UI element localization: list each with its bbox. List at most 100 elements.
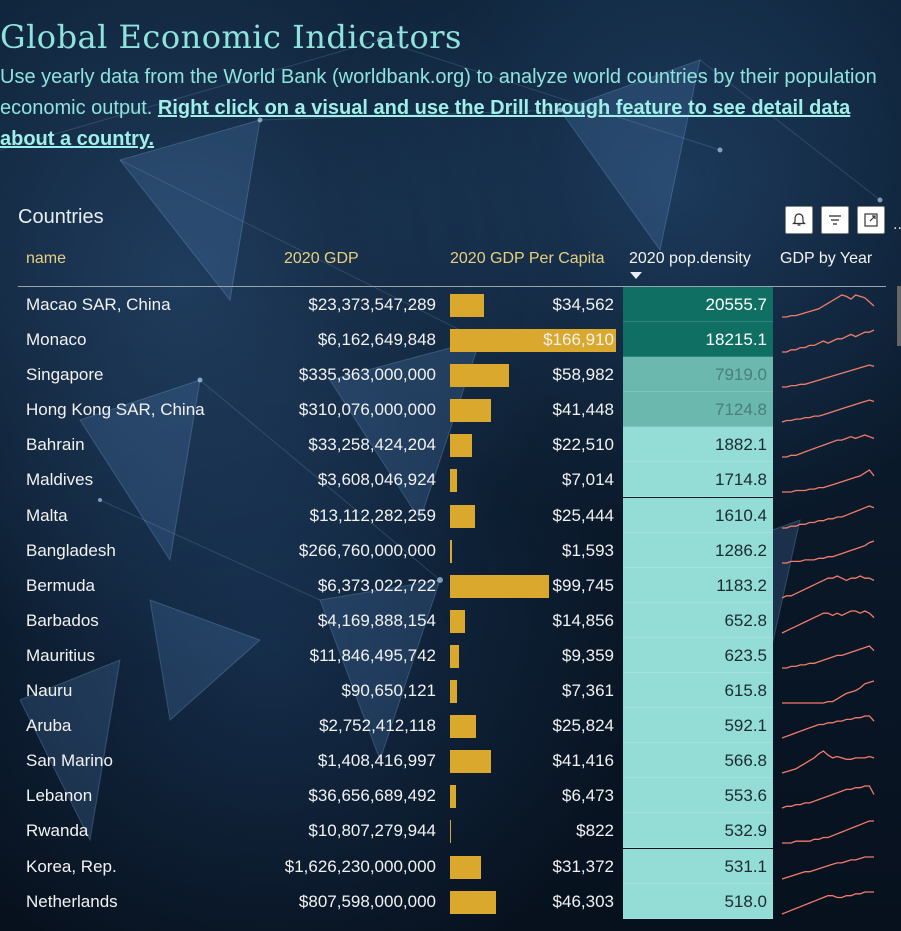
- country-name: Aruba: [26, 716, 72, 736]
- table-row[interactable]: Singapore $335,363,000,000 $58,982 7919.0: [18, 357, 886, 393]
- gdp-sparkline: [781, 715, 875, 739]
- table-row[interactable]: Macao SAR, China $23,373,547,289 $34,562 20…: [18, 287, 886, 322]
- more-options-icon[interactable]: ...: [893, 216, 901, 233]
- gdp-value: $2,752,412,118: [319, 716, 436, 736]
- table-row[interactable]: Bahrain $33,258,424,204 $22,510 1882.1: [18, 427, 886, 463]
- density-cell: 531.1: [623, 848, 773, 884]
- header-gdp-by-year[interactable]: GDP by Year: [780, 250, 873, 267]
- gdp-value: $23,373,547,289: [308, 295, 436, 314]
- table-row[interactable]: Bermuda $6,373,022,722 $99,745 1183.2: [18, 567, 886, 603]
- table-row[interactable]: Korea, Rep. $1,626,230,000,000 $31,372 531.…: [18, 848, 886, 884]
- visual-toolbar: ...: [785, 206, 901, 234]
- sparkline-path: [782, 469, 875, 494]
- gdp-value: $6,162,649,848: [317, 330, 436, 350]
- gdp-value: $11,846,495,742: [309, 645, 436, 665]
- density-value: 532.9: [724, 821, 767, 841]
- per-capita-cell: $41,416: [450, 743, 616, 778]
- country-name: Mauritius: [26, 645, 95, 665]
- focus-mode-icon[interactable]: [857, 206, 885, 234]
- density-cell: 18215.1: [623, 322, 773, 358]
- table-row[interactable]: San Marino $1,408,416,997 $41,416 566.8: [18, 743, 886, 779]
- sparkline-path: [782, 329, 875, 353]
- header-name[interactable]: name: [26, 250, 67, 267]
- density-cell: 592.1: [623, 708, 773, 744]
- table-row[interactable]: Nauru $90,650,121 $7,361 615.8: [18, 673, 886, 709]
- filter-icon[interactable]: [821, 206, 849, 234]
- per-capita-cell: $1,593: [450, 533, 616, 568]
- sparkline-path: [782, 364, 875, 388]
- per-capita-cell: $6,473: [450, 778, 616, 813]
- gdp-sparkline: [781, 750, 875, 774]
- table-row[interactable]: Hong Kong SAR, China $310,076,000,000 $41,…: [18, 392, 886, 428]
- country-name: Barbados: [26, 610, 99, 630]
- sparkline-path: [782, 294, 875, 318]
- header-density[interactable]: 2020 pop.density: [629, 250, 751, 267]
- gdp-sparkline: [782, 645, 875, 669]
- sparkline-path: [781, 855, 874, 880]
- country-name: Singapore: [26, 365, 104, 385]
- gdp-sparkline: [781, 610, 875, 634]
- table-row[interactable]: Monaco $6,162,649,848 $166,910 18215.1: [18, 322, 886, 358]
- table-row[interactable]: Bangladesh $266,760,000,000 $1,593 1286.2: [18, 532, 886, 568]
- table-row[interactable]: Aruba $2,752,412,118 $25,824 592.1: [18, 708, 886, 744]
- density-cell: 1286.2: [623, 532, 773, 568]
- per-capita-cell: $25,824: [450, 708, 616, 743]
- gdp-value: $1,408,416,997: [317, 751, 436, 771]
- table-row[interactable]: Barbados $4,169,888,154 $14,856 652.8: [18, 602, 886, 638]
- sparkline-path: [782, 434, 875, 459]
- per-capita-cell: $14,856: [450, 603, 616, 638]
- country-name: San Marino: [26, 751, 113, 771]
- table-row[interactable]: Malta $13,112,282,259 $25,444 1610.4: [18, 497, 886, 533]
- country-name: Bangladesh: [26, 540, 116, 560]
- header-gdp[interactable]: 2020 GDP: [284, 250, 359, 267]
- density-cell: 615.8: [623, 673, 773, 709]
- table-row[interactable]: Mauritius $11,846,495,742 $9,359 623.5: [18, 637, 886, 673]
- table-row[interactable]: Netherlands $807,598,000,000 $46,303 518.0: [18, 883, 886, 919]
- gdp-sparkline: [782, 504, 875, 529]
- sparkline-path: [781, 575, 875, 599]
- country-name: Rwanda: [26, 821, 89, 841]
- per-capita-cell: $41,448: [450, 392, 616, 427]
- country-name: Bahrain: [26, 435, 85, 455]
- bell-icon[interactable]: [785, 206, 813, 234]
- per-capita-value: $31,372: [552, 856, 614, 876]
- per-capita-cell: $822: [450, 813, 616, 848]
- header-per-capita[interactable]: 2020 GDP Per Capita: [450, 250, 605, 267]
- density-value: 18215.1: [705, 330, 767, 350]
- gdp-value: $807,598,000,000: [298, 891, 436, 911]
- country-name: Malta: [26, 505, 68, 525]
- density-value: 1183.2: [716, 575, 767, 595]
- per-capita-bar: [450, 504, 475, 528]
- density-cell: 20555.7: [623, 287, 773, 322]
- table-row[interactable]: Lebanon $36,656,689,492 $6,473 553.6: [18, 778, 886, 814]
- per-capita-bar: [450, 890, 496, 914]
- gdp-sparkline: [781, 399, 875, 423]
- drill-through-link[interactable]: Right click on a visual and use the Dril…: [0, 97, 851, 150]
- gdp-sparkline: [782, 540, 875, 564]
- density-cell: 623.5: [623, 637, 773, 673]
- gdp-value: $36,656,689,492: [308, 786, 436, 806]
- scrollbar[interactable]: [897, 286, 901, 346]
- sparkline-path: [782, 540, 875, 564]
- per-capita-bar: [450, 644, 459, 668]
- per-capita-value: $99,745: [552, 575, 614, 595]
- table-body: Macao SAR, China $23,373,547,289 $34,562 20…: [18, 287, 886, 919]
- per-capita-value: $34,562: [552, 295, 614, 314]
- per-capita-cell: $9,359: [450, 638, 616, 673]
- per-capita-bar: [450, 855, 481, 879]
- table-row[interactable]: Rwanda $10,807,279,944 $822 532.9: [18, 813, 886, 849]
- gdp-sparkline: [782, 434, 875, 459]
- density-cell: 7919.0: [623, 357, 773, 393]
- sparkline-path: [781, 890, 874, 915]
- density-value: 592.1: [724, 716, 767, 736]
- gdp-sparkline: [782, 329, 875, 353]
- per-capita-value: $46,303: [552, 891, 614, 911]
- sparkline-path: [781, 399, 875, 423]
- page-title: Global Economic Indicators: [0, 18, 462, 56]
- table-row[interactable]: Maldives $3,608,046,924 $7,014 1714.8: [18, 462, 886, 498]
- gdp-sparkline: [781, 890, 874, 915]
- country-name: Lebanon: [26, 786, 93, 806]
- sparkline-path: [781, 785, 875, 809]
- per-capita-bar: [450, 539, 452, 563]
- sparkline-path: [781, 610, 875, 634]
